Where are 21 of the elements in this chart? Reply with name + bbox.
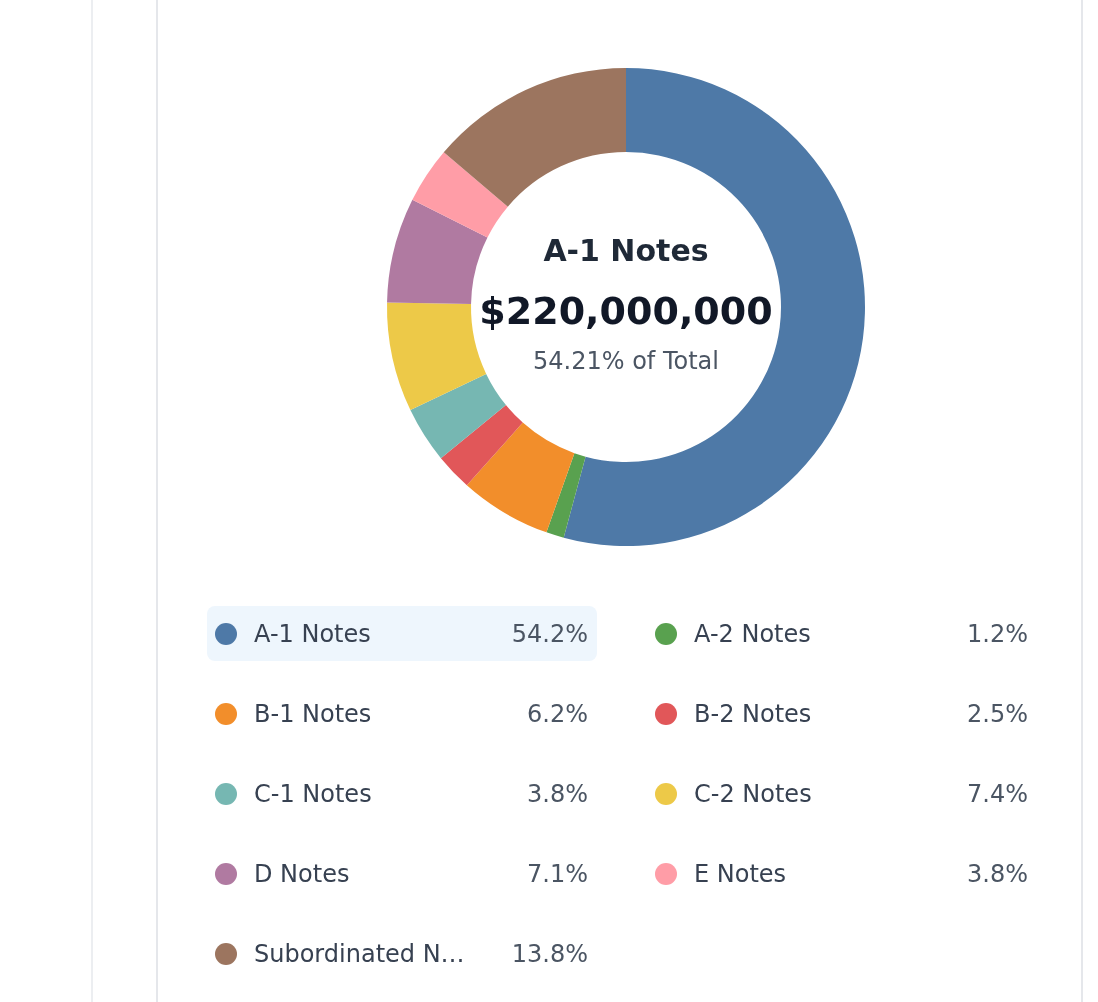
- text: $220,000,000: [479, 289, 773, 333]
- data-label: 3.8%: [527, 779, 588, 808]
- data-label: 3.8%: [967, 859, 1028, 888]
- legend-label: A-1 Notes: [254, 619, 372, 648]
- legend-label: B-2 Notes: [694, 699, 813, 728]
- data-label: 7.4%: [967, 779, 1028, 808]
- legend-label: B-1 Notes: [254, 699, 373, 728]
- data-label: 7.1%: [527, 859, 588, 888]
- text: A-1 Notes: [543, 232, 709, 268]
- data-label: 2.5%: [967, 699, 1028, 728]
- legend-label: A-2 Notes: [694, 619, 812, 648]
- data-label: 6.2%: [527, 699, 588, 728]
- data-label: 1.2%: [967, 619, 1028, 648]
- text: 54.21% of Total: [533, 347, 719, 375]
- legend-label: C-1 Notes: [254, 779, 373, 808]
- data-label: 54.2%: [511, 619, 588, 648]
- data-label: 13.8%: [511, 939, 588, 968]
- legend-label: C-2 Notes: [694, 779, 813, 808]
- legend-label: E Notes: [694, 859, 788, 888]
- legend-label: Subordinated N…: [254, 939, 466, 968]
- legend-label: D Notes: [254, 859, 351, 888]
